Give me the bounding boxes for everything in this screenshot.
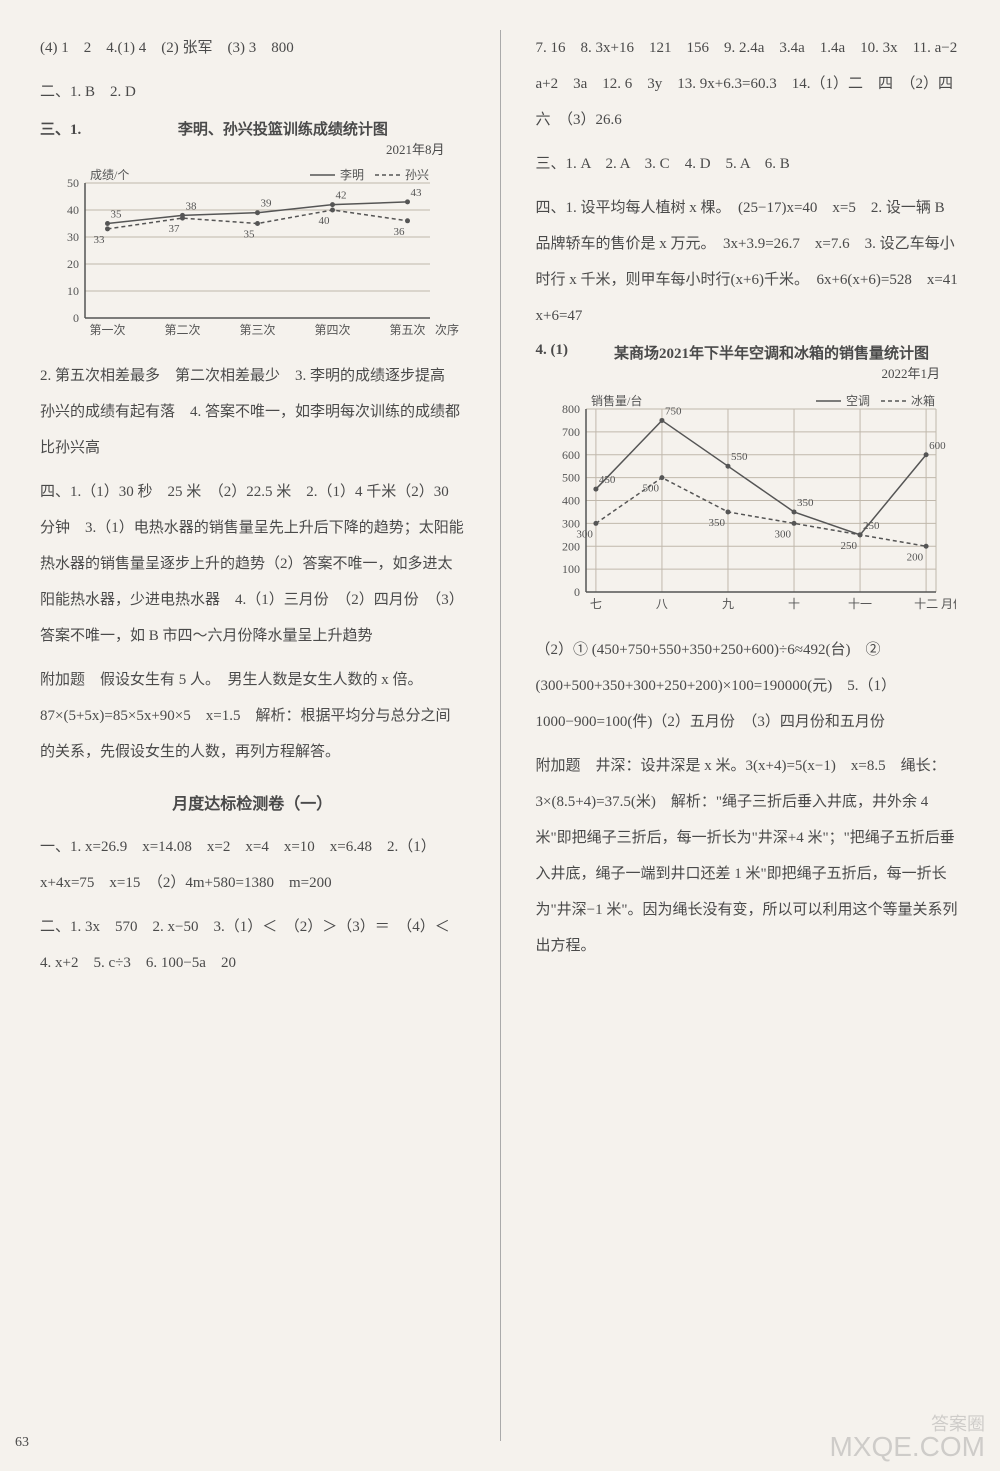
text-line: 三、1. A 2. A 3. C 4. D 5. A 6. B bbox=[536, 146, 961, 182]
svg-text:200: 200 bbox=[906, 551, 923, 563]
svg-text:第三次: 第三次 bbox=[239, 323, 275, 337]
svg-text:第二次: 第二次 bbox=[164, 323, 200, 337]
svg-text:35: 35 bbox=[244, 229, 256, 241]
svg-text:0: 0 bbox=[574, 585, 580, 599]
svg-text:39: 39 bbox=[261, 198, 273, 210]
chart2: 0100200300400500600700800七八九十十一十二月份销售量/台… bbox=[536, 387, 961, 617]
svg-text:300: 300 bbox=[576, 528, 593, 540]
monthly-title: 月度达标检测卷（一） bbox=[40, 790, 465, 814]
svg-text:33: 33 bbox=[94, 234, 106, 246]
svg-text:300: 300 bbox=[774, 528, 791, 540]
svg-text:销售量/台: 销售量/台 bbox=[591, 393, 642, 408]
svg-text:800: 800 bbox=[562, 402, 580, 416]
svg-text:孙兴: 孙兴 bbox=[405, 168, 429, 182]
svg-text:次序: 次序 bbox=[435, 322, 459, 337]
text-line: 二、1. 3x 570 2. x−50 3.（1）＜ （2）＞（3）＝ （4）＜… bbox=[40, 909, 465, 981]
svg-text:250: 250 bbox=[840, 540, 857, 552]
svg-text:30: 30 bbox=[67, 230, 79, 244]
text-line: 四、1.（1）30 秒 25 米 （2）22.5 米 2.（1）4 千米（2）3… bbox=[40, 474, 465, 654]
svg-text:600: 600 bbox=[562, 448, 580, 462]
svg-text:350: 350 bbox=[797, 497, 814, 509]
svg-text:十二: 十二 bbox=[914, 597, 938, 611]
chart1-prefix: 三、1. bbox=[40, 118, 81, 139]
svg-text:250: 250 bbox=[863, 520, 880, 532]
svg-text:38: 38 bbox=[186, 200, 198, 212]
svg-text:第五次: 第五次 bbox=[389, 323, 425, 337]
svg-text:550: 550 bbox=[730, 451, 747, 463]
chart2-prefix: 4. (1) bbox=[536, 342, 569, 359]
watermark-bottom: MXQE.COM bbox=[829, 1433, 985, 1461]
text-line: 二、1. B 2. D bbox=[40, 74, 465, 110]
svg-text:200: 200 bbox=[562, 539, 580, 553]
text-line: （2）① (450+750+550+350+250+600)÷6≈492(台) … bbox=[536, 632, 961, 740]
svg-text:李明: 李明 bbox=[340, 167, 364, 182]
svg-text:20: 20 bbox=[67, 257, 79, 271]
svg-text:九: 九 bbox=[721, 597, 733, 611]
svg-text:43: 43 bbox=[411, 187, 423, 199]
svg-text:40: 40 bbox=[67, 203, 79, 217]
text-line: 附加题 井深：设井深是 x 米。3(x+4)=5(x−1) x=8.5 绳长：3… bbox=[536, 748, 961, 964]
chart2-date: 2022年1月 bbox=[536, 363, 941, 382]
svg-text:月份: 月份 bbox=[941, 597, 956, 611]
chart2-block: 4. (1) 某商场2021年下半年空调和冰箱的销售量统计图 2022年1月 0… bbox=[536, 342, 961, 617]
svg-text:700: 700 bbox=[562, 425, 580, 439]
svg-text:10: 10 bbox=[67, 284, 79, 298]
svg-text:750: 750 bbox=[664, 405, 681, 417]
svg-text:0: 0 bbox=[73, 311, 79, 325]
text-line: 四、1. 设平均每人植树 x 棵。 (25−17)x=40 x=5 2. 设一辆… bbox=[536, 190, 961, 334]
svg-text:十: 十 bbox=[788, 597, 800, 611]
svg-text:36: 36 bbox=[394, 226, 406, 238]
chart1-date: 2021年8月 bbox=[40, 139, 445, 158]
text-line: 7. 16 8. 3x+16 121 156 9. 2.4a 3.4a 1.4a… bbox=[536, 30, 961, 138]
svg-text:八: 八 bbox=[655, 597, 667, 611]
text-line: 附加题 假设女生有 5 人。 男生人数是女生人数的 x 倍。 87×(5+5x)… bbox=[40, 662, 465, 770]
svg-text:600: 600 bbox=[929, 440, 946, 452]
watermark: 答案圈 MXQE.COM bbox=[829, 1415, 985, 1461]
svg-text:第四次: 第四次 bbox=[314, 323, 350, 337]
svg-text:35: 35 bbox=[111, 209, 123, 221]
chart1-title: 李明、孙兴投篮训练成绩统计图 bbox=[101, 118, 464, 139]
svg-text:成绩/个: 成绩/个 bbox=[90, 168, 129, 182]
text-line: 一、1. x=26.9 x=14.08 x=2 x=4 x=10 x=6.48 … bbox=[40, 829, 465, 901]
svg-text:500: 500 bbox=[562, 471, 580, 485]
chart1: 0 10 20 30 40 50 第一次 第二次 第三次 第四次 第五次次序 成绩/个 35 38 39 42… bbox=[40, 163, 465, 343]
chart1-block: 三、1. 李明、孙兴投篮训练成绩统计图 2021年8月 0 10 20 30 40 50 第… bbox=[40, 118, 465, 343]
svg-text:十一: 十一 bbox=[848, 597, 872, 611]
svg-text:冰箱: 冰箱 bbox=[911, 393, 935, 408]
chart2-title: 某商场2021年下半年空调和冰箱的销售量统计图 bbox=[583, 342, 960, 363]
svg-text:七: 七 bbox=[589, 597, 601, 611]
svg-text:42: 42 bbox=[336, 190, 347, 202]
svg-text:40: 40 bbox=[319, 215, 331, 227]
svg-text:第一次: 第一次 bbox=[89, 323, 125, 337]
page-number: 63 bbox=[15, 1435, 29, 1451]
svg-text:空调: 空调 bbox=[846, 394, 870, 408]
svg-text:400: 400 bbox=[562, 494, 580, 508]
right-column: 7. 16 8. 3x+16 121 156 9. 2.4a 3.4a 1.4a… bbox=[536, 30, 961, 1441]
text-line: (4) 1 2 4.(1) 4 (2) 张军 (3) 3 800 bbox=[40, 30, 465, 66]
text-line: 2. 第五次相差最多 第二次相差最少 3. 李明的成绩逐步提高 孙兴的成绩有起有… bbox=[40, 358, 465, 466]
svg-text:50: 50 bbox=[67, 176, 79, 190]
svg-text:100: 100 bbox=[562, 562, 580, 576]
svg-text:500: 500 bbox=[642, 483, 659, 495]
column-divider bbox=[500, 30, 501, 1441]
svg-text:450: 450 bbox=[598, 474, 615, 486]
svg-text:37: 37 bbox=[169, 223, 181, 235]
svg-text:350: 350 bbox=[708, 517, 725, 529]
left-column: (4) 1 2 4.(1) 4 (2) 张军 (3) 3 800 二、1. B … bbox=[40, 30, 465, 1441]
